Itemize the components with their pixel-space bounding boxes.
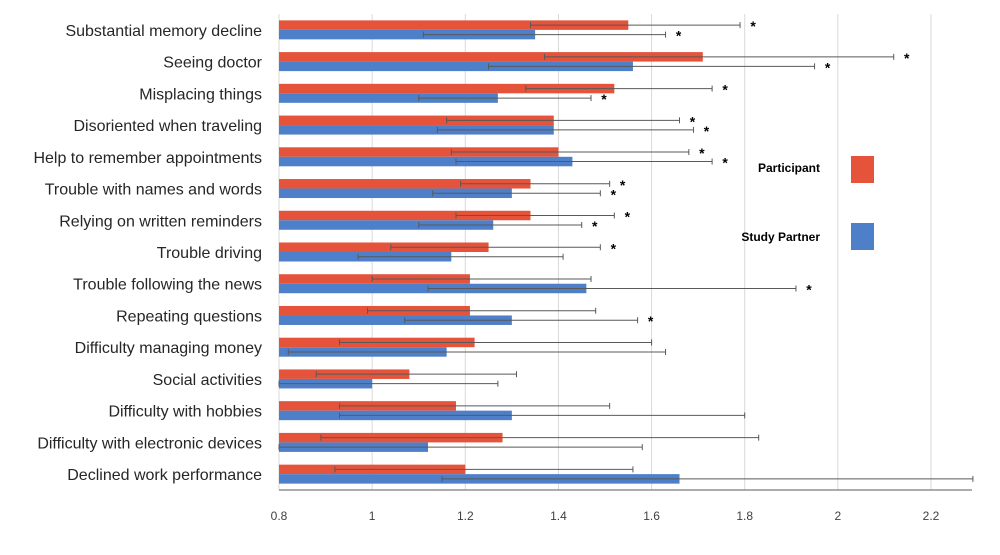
significance-marker: * — [625, 209, 631, 225]
x-tick-label: 1.6 — [643, 509, 660, 523]
category-label: Disoriented when traveling — [73, 118, 262, 135]
significance-marker: * — [601, 91, 607, 107]
significance-marker: * — [676, 28, 682, 44]
significance-marker: * — [722, 155, 728, 171]
participant-bar — [279, 210, 531, 221]
category-label: Help to remember appointments — [33, 150, 262, 167]
category-label: Difficulty managing money — [75, 340, 262, 357]
category-label: Trouble following the news — [73, 277, 262, 294]
study-partner-bar — [279, 188, 512, 199]
participant-bar — [279, 179, 531, 189]
study-partner-bar — [279, 93, 498, 103]
error-bars-layer — [278, 22, 974, 482]
x-tick-label: 1.4 — [550, 509, 567, 523]
study-partner-bar — [279, 220, 494, 230]
participant-bar — [279, 242, 489, 252]
category-label: Difficulty with electronic devices — [37, 435, 262, 452]
significance-marker: * — [620, 177, 626, 193]
significance-marker: * — [611, 240, 617, 256]
legend-swatch — [851, 156, 874, 183]
x-tick-label: 2.2 — [923, 509, 940, 523]
significance-marker: * — [699, 145, 705, 161]
study-partner-bar — [279, 29, 536, 40]
participant-bar — [279, 20, 629, 30]
significance-marker: * — [704, 123, 710, 139]
study-partner-bar — [279, 156, 573, 167]
category-labels-layer: Substantial memory decline Seeing doctor M… — [33, 23, 262, 484]
x-tick-label: 1.8 — [736, 509, 753, 523]
significance-marker: * — [648, 313, 654, 329]
study-partner-bar — [279, 125, 554, 135]
x-tick-label: 0.8 — [271, 509, 288, 523]
category-label: Repeating questions — [116, 308, 262, 325]
significance-marker: * — [904, 50, 910, 66]
bars-layer — [279, 20, 703, 484]
x-tick-label: 2 — [835, 509, 842, 523]
legend-swatch — [851, 223, 874, 250]
x-tick-labels-layer: 0.8 1 1.2 1.4 1.6 1.8 2 2.2 — [271, 509, 940, 523]
significance-marker: * — [611, 186, 617, 202]
category-label: Seeing doctor — [163, 55, 262, 72]
legend-label: Participant — [758, 161, 820, 175]
category-label: Substantial memory decline — [65, 23, 262, 40]
legend: Participant Study Partner — [741, 156, 874, 250]
study-partner-bar — [279, 315, 512, 325]
participant-bar — [279, 115, 554, 126]
category-label: Relying on written reminders — [59, 213, 262, 230]
participant-bar — [279, 147, 559, 157]
x-tick-label: 1 — [369, 509, 376, 523]
legend-label: Study Partner — [741, 230, 820, 244]
significance-layer: ***************** — [592, 18, 910, 329]
significance-marker: * — [722, 82, 728, 98]
significance-marker: * — [825, 59, 831, 75]
category-label: Misplacing things — [139, 86, 262, 103]
category-label: Trouble with names and words — [45, 182, 262, 199]
category-label: Trouble driving — [157, 245, 262, 262]
participant-bar — [279, 83, 615, 94]
category-label: Social activities — [153, 372, 262, 389]
study-partner-bar — [279, 61, 633, 72]
participant-bar — [279, 52, 703, 62]
significance-marker: * — [690, 113, 696, 129]
significance-marker: * — [806, 281, 812, 297]
category-label: Declined work performance — [67, 467, 262, 484]
significance-marker: * — [750, 18, 756, 34]
x-tick-label: 1.2 — [457, 509, 474, 523]
category-label: Difficulty with hobbies — [108, 404, 262, 421]
significance-marker: * — [592, 218, 598, 234]
